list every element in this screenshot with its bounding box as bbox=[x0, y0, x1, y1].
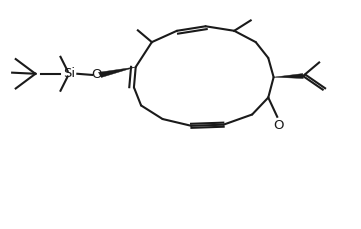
Text: O: O bbox=[273, 119, 283, 132]
Text: O: O bbox=[91, 68, 101, 82]
Text: Si: Si bbox=[64, 67, 75, 80]
Polygon shape bbox=[99, 67, 136, 77]
Polygon shape bbox=[274, 74, 303, 79]
